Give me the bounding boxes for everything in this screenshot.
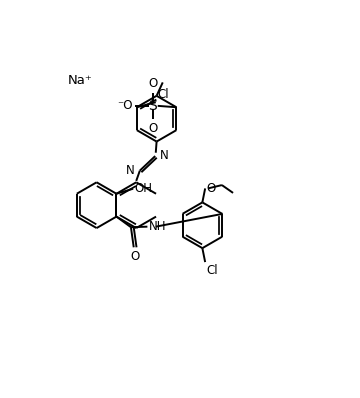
Text: Cl: Cl <box>206 264 217 277</box>
Text: O: O <box>148 77 157 90</box>
Text: S: S <box>148 99 157 113</box>
Text: O: O <box>206 182 215 195</box>
Text: Na⁺: Na⁺ <box>67 74 92 87</box>
Text: NH: NH <box>149 220 166 233</box>
Text: N: N <box>126 164 135 177</box>
Text: O: O <box>130 250 140 263</box>
Text: OH: OH <box>135 182 153 195</box>
Text: ⁻O: ⁻O <box>117 100 132 112</box>
Text: O: O <box>148 122 157 135</box>
Text: Cl: Cl <box>157 88 168 101</box>
Text: N: N <box>160 149 169 162</box>
